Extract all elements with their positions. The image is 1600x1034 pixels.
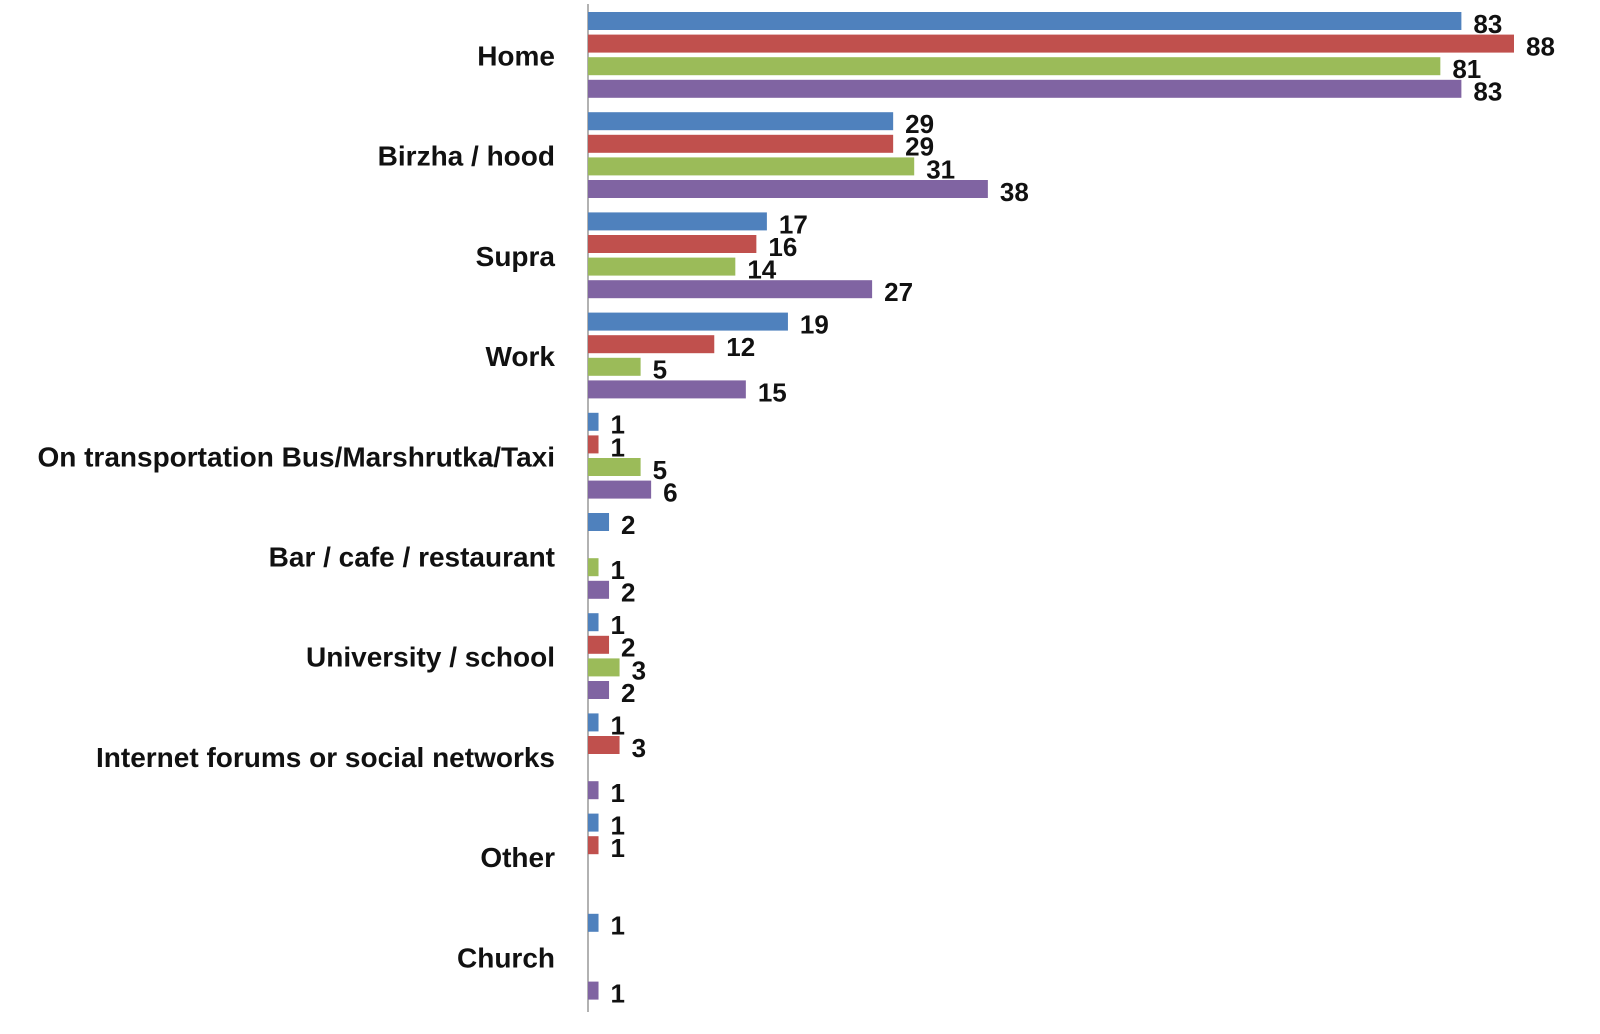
value-label: 83: [1473, 9, 1502, 39]
value-label: 3: [632, 733, 646, 763]
value-label: 5: [653, 355, 667, 385]
value-label: 12: [726, 332, 755, 362]
bar: [588, 134, 894, 153]
value-label: 1: [611, 710, 625, 740]
bar: [588, 380, 746, 399]
bar: [588, 34, 1514, 53]
value-label: 19: [800, 309, 829, 339]
bar: [588, 312, 788, 331]
bar: [588, 280, 873, 299]
bar: [588, 12, 1462, 30]
value-label: 1: [611, 978, 625, 1008]
category-label: Internet forums or social networks: [96, 742, 555, 773]
bar: [588, 558, 599, 577]
category-label: Work: [486, 341, 556, 372]
value-label: 15: [758, 377, 787, 407]
bar: [588, 781, 599, 800]
category-label: Supra: [476, 241, 556, 272]
value-label: 2: [621, 510, 635, 540]
bar: [588, 458, 641, 476]
bar: [588, 913, 599, 932]
bar: [588, 357, 641, 376]
value-label: 6: [663, 477, 677, 507]
bar: [588, 212, 767, 231]
bar: [588, 713, 599, 732]
value-label: 1: [611, 610, 625, 640]
bar: [588, 658, 620, 677]
bar: [588, 513, 610, 531]
bar: [588, 580, 610, 599]
category-label: Home: [477, 40, 555, 71]
category-label: Birzha / hood: [378, 141, 555, 172]
bar: [588, 412, 599, 431]
bar: [588, 57, 1441, 76]
value-label: 83: [1473, 77, 1502, 107]
bar: [588, 981, 599, 1000]
bar: [588, 813, 599, 832]
value-label: 17: [779, 209, 808, 239]
bar: [588, 480, 652, 499]
value-label: 88: [1526, 31, 1555, 61]
category-label: Church: [457, 942, 555, 973]
value-label: 5: [653, 455, 667, 485]
category-label: University / school: [306, 642, 555, 673]
value-label: 2: [621, 633, 635, 663]
bar: [588, 736, 620, 754]
value-label: 14: [747, 254, 776, 284]
value-label: 16: [768, 232, 797, 262]
bar: [588, 435, 599, 454]
value-label: 29: [905, 109, 934, 139]
bar: [588, 79, 1462, 98]
bar: [588, 157, 915, 176]
value-label: 2: [621, 678, 635, 708]
value-label: 29: [905, 132, 934, 162]
value-label: 1: [611, 555, 625, 585]
bar: [588, 335, 715, 354]
value-label: 3: [632, 655, 646, 685]
bar: [588, 836, 599, 855]
value-label: 1: [611, 432, 625, 462]
category-label: Other: [480, 842, 555, 873]
value-label: 81: [1452, 54, 1481, 84]
bar: [588, 613, 599, 632]
value-label: 1: [611, 833, 625, 863]
bar: [588, 635, 610, 654]
value-label: 1: [611, 911, 625, 941]
bar: [588, 112, 894, 131]
value-label: 1: [611, 810, 625, 840]
bar: [588, 235, 757, 253]
value-label: 1: [611, 410, 625, 440]
value-label: 31: [926, 154, 955, 184]
bar: [588, 681, 610, 699]
value-label: 1: [611, 778, 625, 808]
value-label: 2: [621, 578, 635, 608]
value-label: 27: [884, 277, 913, 307]
bar: [588, 180, 988, 198]
category-label: On transportation Bus/Marshrutka/Taxi: [37, 441, 555, 472]
bar: [588, 257, 736, 276]
value-label: 38: [1000, 177, 1029, 207]
category-label: Bar / cafe / restaurant: [269, 541, 555, 572]
